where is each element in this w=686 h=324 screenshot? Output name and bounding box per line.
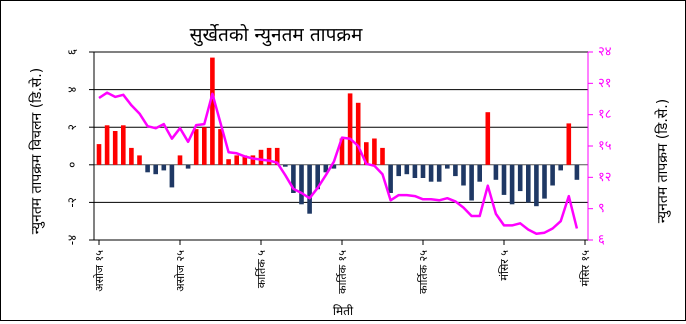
- bar: [355, 102, 361, 165]
- x-tick-label: कार्तिक २५: [417, 250, 430, 294]
- bar: [412, 164, 418, 178]
- bar: [534, 164, 539, 207]
- bar: [428, 164, 434, 182]
- bar: [331, 164, 337, 169]
- right-y-axis: २४ २१ १८ १५ १२ ९ ६: [587, 45, 612, 248]
- bar: [283, 164, 288, 167]
- bar: [493, 164, 499, 180]
- bar: [226, 159, 231, 165]
- y-axis-left-label: न्युनतम तापक्रम विचलन (डि.से.): [28, 68, 45, 234]
- bar: [218, 129, 223, 165]
- x-axis: असोज १५ असोज २५ कार्तिक ५ कार्तिक १५ कार्तिक…: [93, 240, 592, 294]
- bar: [404, 164, 410, 175]
- bar: [339, 138, 345, 165]
- bar: [96, 144, 102, 165]
- bar: [258, 149, 264, 165]
- left-tick-label: -४: [65, 235, 79, 246]
- left-tick-label: २: [65, 124, 79, 130]
- bar: [469, 164, 474, 201]
- right-tick-label: १५: [598, 139, 612, 154]
- bar: [145, 164, 150, 173]
- bar: [104, 125, 110, 165]
- bar: [112, 131, 118, 165]
- bar: [291, 164, 296, 193]
- bar: [558, 164, 563, 171]
- bar: [161, 164, 167, 171]
- series-line-min-temperature: [98, 91, 579, 235]
- bar: [364, 142, 369, 165]
- bar: [137, 155, 142, 165]
- bar: [396, 164, 401, 177]
- bar: [453, 164, 458, 177]
- x-axis-label: मिती: [333, 304, 354, 318]
- bar: [388, 164, 393, 193]
- bar: [169, 164, 175, 188]
- bar: [242, 155, 248, 165]
- chart-title: सुर्खेतको न्युनतम तापक्रम: [190, 23, 363, 47]
- left-y-axis: ६ ४ २ ० -२ -४: [65, 49, 95, 246]
- x-tick-label: कार्तिक १५: [336, 250, 349, 294]
- bar: [266, 147, 272, 165]
- left-tick-label: -२: [65, 197, 79, 208]
- bar: [477, 164, 482, 182]
- bar: [315, 164, 320, 190]
- right-tick-label: ९: [598, 201, 605, 216]
- right-tick-label: १२: [598, 170, 612, 185]
- right-tick-label: २४: [598, 45, 612, 60]
- bar: [129, 147, 134, 165]
- x-tick-label: असोज १५: [93, 250, 106, 292]
- bar: [509, 164, 515, 205]
- bar: [185, 164, 191, 169]
- bar: [323, 164, 329, 173]
- y-axis-right-label: न्युनतम तापक्रम (डि.से.): [654, 99, 671, 223]
- bar: [210, 57, 215, 165]
- bar: [380, 147, 385, 165]
- bar: [177, 155, 183, 165]
- bar: [445, 164, 450, 169]
- x-tick-label: मंसिर ५: [498, 250, 511, 281]
- bar: [420, 164, 426, 178]
- bar: [153, 164, 158, 175]
- bar: [485, 112, 491, 165]
- deviation-bars: [96, 57, 580, 214]
- bar: [121, 125, 126, 165]
- x-tick-label: कार्तिक ५: [255, 250, 268, 288]
- bar: [461, 164, 466, 186]
- bar: [574, 164, 580, 180]
- bar: [193, 129, 199, 165]
- right-tick-label: १८: [598, 107, 612, 122]
- left-tick-label: ०: [65, 162, 79, 168]
- left-tick-label: ४: [65, 86, 79, 92]
- bar: [274, 147, 280, 165]
- left-tick-label: ६: [65, 49, 79, 55]
- x-tick-label: मंसिर १५: [579, 250, 592, 287]
- bar: [250, 155, 256, 165]
- right-tick-label: ६: [598, 233, 605, 248]
- bar: [234, 155, 239, 165]
- bar: [299, 164, 304, 205]
- bar: [347, 93, 353, 165]
- x-tick-label: असोज २५: [174, 250, 187, 292]
- bar: [517, 164, 523, 192]
- bar: [436, 164, 442, 182]
- bar: [501, 164, 507, 195]
- bar: [526, 164, 531, 203]
- bar: [566, 123, 572, 165]
- bar: [372, 138, 377, 165]
- right-tick-label: २१: [598, 76, 612, 91]
- bar: [550, 164, 555, 186]
- bar: [542, 164, 547, 199]
- bar: [307, 164, 312, 214]
- bar: [202, 127, 207, 165]
